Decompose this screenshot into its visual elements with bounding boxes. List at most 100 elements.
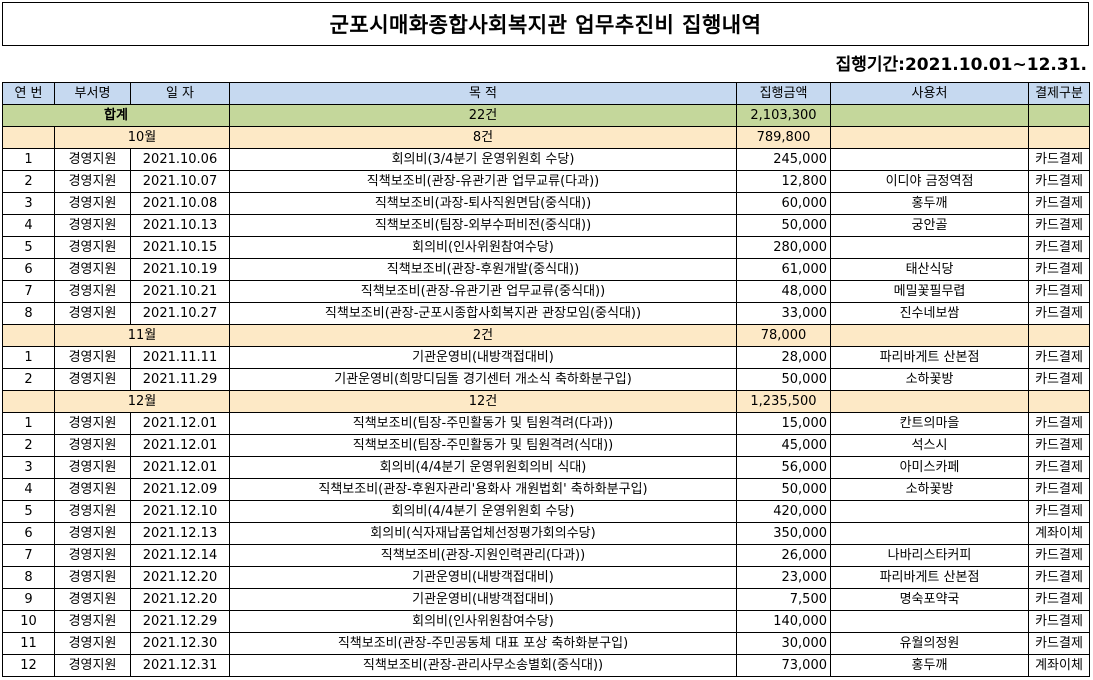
cell-row-no: 6 (2, 522, 55, 545)
cell-date: 2021.12.10 (130, 500, 230, 523)
cell-row-no: 2 (2, 368, 55, 391)
cell-row-no: 3 (2, 192, 55, 215)
cell-purpose: 직책보조비(관장-유관기관 업무교류(다과)) (229, 170, 737, 193)
cell-amount: 245,000 (736, 148, 831, 171)
header-payment: 결제구분 (1028, 82, 1090, 105)
cell-date: 2021.12.09 (130, 478, 230, 501)
cell-payment: 카드결제 (1028, 632, 1090, 655)
cell-purpose: 직책보조비(팀장-외부수퍼비전(중식대)) (229, 214, 737, 237)
cell-date: 2021.11.11 (130, 346, 230, 369)
cell-vendor: 궁안골 (830, 214, 1029, 237)
cell-date: 2021.12.31 (130, 654, 230, 677)
cell-amount: 48,000 (736, 280, 831, 303)
cell-amount: 23,000 (736, 566, 831, 589)
table-row: 11 경영지원 2021.12.30 직책보조비(관장-주민공동체 대표 포상 축하화… (2, 632, 1090, 655)
cell-payment: 카드결제 (1028, 456, 1090, 479)
cell-dept: 경영지원 (54, 258, 131, 281)
cell-amount: 30,000 (736, 632, 831, 655)
cell-date: 2021.12.01 (130, 434, 230, 457)
cell-purpose: 회의비(4/4분기 운영위원회의비 식대) (229, 456, 737, 479)
cell-amount: 28,000 (736, 346, 831, 369)
month-subtotal-row: 11월 2건 78,000 (2, 324, 1090, 347)
cell-purpose: 회의비(3/4분기 운영위원회 수당) (229, 148, 737, 171)
cell-vendor: 메밀꽃필무렵 (830, 280, 1029, 303)
month-label: 10월 (54, 126, 230, 149)
cell-payment: 카드결제 (1028, 434, 1090, 457)
table-row: 10 경영지원 2021.12.29 회의비(인사위원참여수당) 140,000 카드결제 (2, 610, 1090, 633)
cell-payment: 카드결제 (1028, 280, 1090, 303)
total-count: 22건 (229, 104, 737, 127)
month-blank (1028, 324, 1090, 347)
month-subtotal-row: 12월 12건 1,235,500 (2, 390, 1090, 413)
cell-dept: 경영지원 (54, 478, 131, 501)
cell-vendor: 명숙포약국 (830, 588, 1029, 611)
cell-date: 2021.11.29 (130, 368, 230, 391)
cell-purpose: 기관운영비(내방객접대비) (229, 566, 737, 589)
table-row: 5 경영지원 2021.12.10 회의비(4/4분기 운영위원회 수당) 420,00… (2, 500, 1090, 523)
document-title: 군포시매화종합사회복지관 업무추진비 집행내역 (2, 2, 1089, 46)
cell-amount: 73,000 (736, 654, 831, 677)
cell-row-no: 9 (2, 588, 55, 611)
cell-payment: 카드결제 (1028, 566, 1090, 589)
cell-purpose: 직책보조비(과장-퇴사직원면담(중식대)) (229, 192, 737, 215)
cell-dept: 경영지원 (54, 280, 131, 303)
cell-dept: 경영지원 (54, 654, 131, 677)
cell-purpose: 직책보조비(관장-후원자관리'용화사 개원법회' 축하화분구입) (229, 478, 737, 501)
table-row: 7 경영지원 2021.12.14 직책보조비(관장-지원인력관리(다과)) 26,00… (2, 544, 1090, 567)
cell-vendor: 파리바게트 산본점 (830, 566, 1029, 589)
cell-amount: 7,500 (736, 588, 831, 611)
cell-purpose: 회의비(인사위원참여수당) (229, 610, 737, 633)
month-count: 12건 (229, 390, 737, 413)
cell-row-no: 5 (2, 236, 55, 259)
cell-amount: 61,000 (736, 258, 831, 281)
cell-purpose: 직책보조비(관장-유관기관 업무교류(중식대)) (229, 280, 737, 303)
cell-row-no: 4 (2, 214, 55, 237)
cell-amount: 420,000 (736, 500, 831, 523)
month-amount: 789,800 (736, 126, 831, 149)
cell-date: 2021.12.20 (130, 566, 230, 589)
cell-amount: 350,000 (736, 522, 831, 545)
cell-payment: 계좌이체 (1028, 654, 1090, 677)
cell-payment: 카드결제 (1028, 610, 1090, 633)
cell-payment: 계좌이체 (1028, 522, 1090, 545)
header-amount: 집행금액 (736, 82, 831, 105)
cell-row-no: 8 (2, 302, 55, 325)
cell-vendor: 소하꽃방 (830, 368, 1029, 391)
month-amount: 1,235,500 (736, 390, 831, 413)
cell-dept: 경영지원 (54, 148, 131, 171)
cell-row-no: 7 (2, 280, 55, 303)
cell-date: 2021.12.30 (130, 632, 230, 655)
cell-date: 2021.12.01 (130, 412, 230, 435)
cell-row-no: 2 (2, 170, 55, 193)
month-label: 11월 (54, 324, 230, 347)
cell-dept: 경영지원 (54, 632, 131, 655)
cell-purpose: 기관운영비(희망디딤돌 경기센터 개소식 축하화분구입) (229, 368, 737, 391)
cell-vendor: 석스시 (830, 434, 1029, 457)
cell-date: 2021.10.06 (130, 148, 230, 171)
cell-purpose: 직책보조비(관장-군포시종합사회복지관 관장모임(중식대)) (229, 302, 737, 325)
cell-dept: 경영지원 (54, 544, 131, 567)
table-row: 6 경영지원 2021.12.13 회의비(식자재납품업체선정평가회의수당) 350,0… (2, 522, 1090, 545)
header-row: 연 번 부서명 일 자 목 적 집행금액 사용처 결제구분 (2, 82, 1090, 105)
cell-date: 2021.10.08 (130, 192, 230, 215)
cell-row-no: 10 (2, 610, 55, 633)
cell-date: 2021.10.15 (130, 236, 230, 259)
table-row: 1 경영지원 2021.12.01 직책보조비(팀장-주민활동가 및 팀원격려(다과)… (2, 412, 1090, 435)
cell-vendor: 아미스카페 (830, 456, 1029, 479)
cell-vendor: 이디야 금정역점 (830, 170, 1029, 193)
cell-dept: 경영지원 (54, 236, 131, 259)
cell-row-no: 8 (2, 566, 55, 589)
cell-dept: 경영지원 (54, 346, 131, 369)
cell-date: 2021.12.13 (130, 522, 230, 545)
cell-amount: 56,000 (736, 456, 831, 479)
cell-purpose: 회의비(4/4분기 운영위원회 수당) (229, 500, 737, 523)
table-row: 12 경영지원 2021.12.31 직책보조비(관장-관리사무소송별회(중식대)) 7… (2, 654, 1090, 677)
cell-dept: 경영지원 (54, 610, 131, 633)
table-row: 2 경영지원 2021.10.07 직책보조비(관장-유관기관 업무교류(다과)) 12… (2, 170, 1090, 193)
cell-dept: 경영지원 (54, 522, 131, 545)
cell-row-no: 11 (2, 632, 55, 655)
table-row: 8 경영지원 2021.10.27 직책보조비(관장-군포시종합사회복지관 관장모임(… (2, 302, 1090, 325)
cell-amount: 45,000 (736, 434, 831, 457)
header-dept: 부서명 (54, 82, 131, 105)
